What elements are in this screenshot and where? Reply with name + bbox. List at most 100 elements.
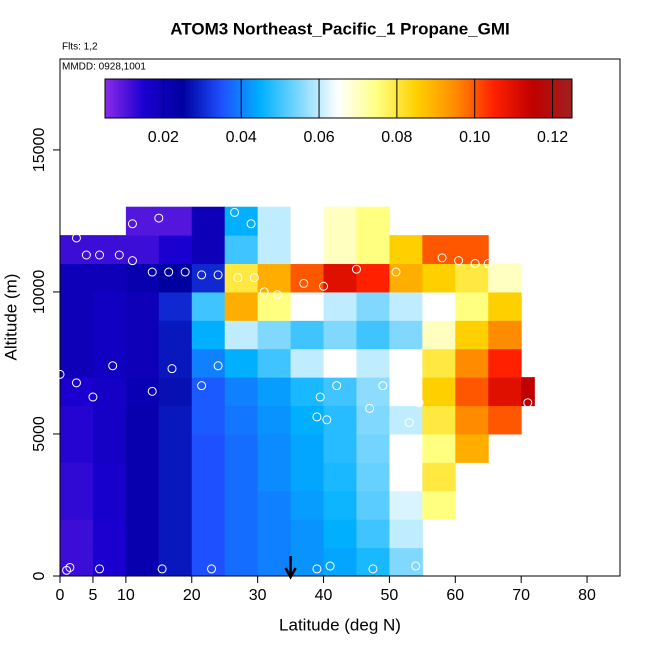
x-tick-label: 30	[249, 587, 267, 604]
sample-point	[147, 386, 157, 396]
heat-cell	[290, 433, 325, 463]
x-tick-label: 10	[117, 587, 135, 604]
heat-cell	[125, 263, 160, 293]
chart-title: ATOM3 Northeast_Pacific_1 Propane_GMI	[170, 19, 509, 38]
sample-point	[95, 564, 105, 574]
heat-cell	[257, 462, 292, 492]
heat-cell	[158, 377, 193, 407]
heat-cell	[158, 462, 193, 492]
sample-point	[197, 270, 207, 280]
y-tick-label: 0	[31, 571, 48, 580]
heat-cell	[356, 320, 390, 350]
y-tick-label: 15000	[31, 128, 48, 173]
heat-cell	[92, 235, 127, 265]
heat-cell	[92, 547, 127, 577]
sample-point	[233, 273, 243, 283]
heat-cell	[158, 348, 193, 378]
heat-cell	[323, 490, 357, 520]
sample-point	[470, 259, 480, 269]
heat-cell	[158, 263, 193, 293]
heat-cell	[158, 320, 193, 350]
sample-point	[213, 270, 223, 280]
heat-cell	[356, 348, 390, 378]
heat-cell	[455, 433, 489, 463]
heat-cell	[356, 235, 390, 265]
colorbar-tick-label: 0.04	[226, 129, 257, 146]
heat-cell	[224, 348, 259, 378]
heat-cell	[290, 405, 325, 435]
heat-cell	[323, 348, 357, 378]
sample-point	[154, 213, 164, 223]
heat-cell	[290, 462, 325, 492]
heat-cell	[422, 348, 456, 378]
heat-cell	[257, 519, 292, 549]
sample-point	[197, 381, 207, 391]
heat-cell	[158, 519, 193, 549]
heat-cell	[191, 433, 226, 463]
heat-cell	[455, 235, 489, 265]
heat-cell	[191, 291, 226, 321]
sample-point	[404, 418, 414, 428]
heat-cell	[323, 377, 357, 407]
heat-cell	[290, 235, 325, 265]
heat-cell	[191, 235, 226, 265]
heat-cell	[257, 320, 292, 350]
x-tick-label: 80	[578, 587, 596, 604]
sample-point	[411, 561, 421, 571]
sample-point	[147, 267, 157, 277]
sample-point	[454, 256, 464, 266]
heat-cell	[455, 263, 489, 293]
heat-cell	[290, 348, 325, 378]
sample-point	[213, 361, 223, 371]
heat-cell	[92, 405, 127, 435]
heat-cell	[323, 320, 357, 350]
flights-note: Flts: 1,2	[62, 42, 98, 53]
heat-cell	[191, 348, 226, 378]
sample-point	[114, 250, 124, 260]
colorbar-tick-label: 0.08	[381, 129, 412, 146]
heat-cell	[191, 263, 226, 293]
sample-point	[319, 281, 329, 291]
heat-cell	[323, 235, 357, 265]
heat-cell	[356, 433, 390, 463]
heat-cell	[422, 462, 456, 492]
heat-cell	[257, 405, 292, 435]
heat-cell	[257, 235, 292, 265]
heat-cell	[290, 206, 325, 236]
heat-cell	[422, 263, 456, 293]
heat-cell	[422, 433, 456, 463]
sample-point	[167, 364, 177, 374]
heat-cell	[125, 519, 160, 549]
heat-cell	[521, 377, 535, 407]
heat-cell	[60, 519, 94, 549]
heat-cell	[92, 490, 127, 520]
heat-cell	[356, 547, 390, 577]
heat-cell	[356, 206, 390, 236]
heat-cell	[356, 377, 390, 407]
heat-cell	[224, 462, 259, 492]
heat-cell	[224, 206, 259, 236]
sample-point	[65, 562, 75, 572]
heat-cell	[125, 235, 160, 265]
heat-cell	[290, 547, 325, 577]
heat-cell	[125, 291, 160, 321]
heat-cell	[488, 291, 522, 321]
dates-note: MMDD: 0928,1001	[62, 62, 146, 73]
heat-cell	[125, 206, 160, 236]
heat-cell	[191, 320, 226, 350]
sample-point	[207, 564, 217, 574]
heat-cell	[422, 235, 456, 265]
heat-cell	[290, 263, 325, 293]
heat-cell	[224, 235, 259, 265]
heat-cell	[455, 291, 489, 321]
sample-point	[414, 398, 424, 408]
heat-cell	[356, 291, 390, 321]
heat-cell	[389, 377, 423, 407]
sample-point	[88, 392, 98, 402]
heat-cell	[389, 235, 423, 265]
heat-cell	[257, 348, 292, 378]
sample-point	[378, 381, 388, 391]
heat-cell	[224, 320, 259, 350]
heat-cell	[125, 462, 160, 492]
heat-cell	[60, 235, 94, 265]
